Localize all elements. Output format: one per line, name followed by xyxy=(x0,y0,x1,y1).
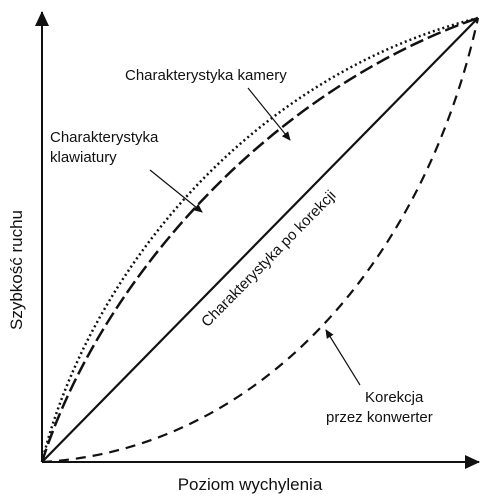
camera-curve xyxy=(40,16,479,463)
keyboard-curve xyxy=(40,16,479,463)
converter-curve xyxy=(41,17,480,464)
arrow xyxy=(325,329,361,386)
corrected-line xyxy=(41,17,479,463)
y-axis-label: Szybkość ruchu xyxy=(7,210,26,330)
curve-label: Charakterystyka kamery xyxy=(125,67,287,84)
curve-label: Charakterystyka xyxy=(50,129,159,146)
curve-label: przez konwerter xyxy=(326,409,433,426)
x-axis-label: Poziom wychylenia xyxy=(178,475,323,494)
curve-label: klawiatury xyxy=(50,149,117,166)
arrow xyxy=(247,87,291,141)
curve-label: Korekcja xyxy=(365,389,424,406)
curve-label: Charakterystyka po korekcji xyxy=(198,187,339,330)
arrow xyxy=(149,169,203,213)
